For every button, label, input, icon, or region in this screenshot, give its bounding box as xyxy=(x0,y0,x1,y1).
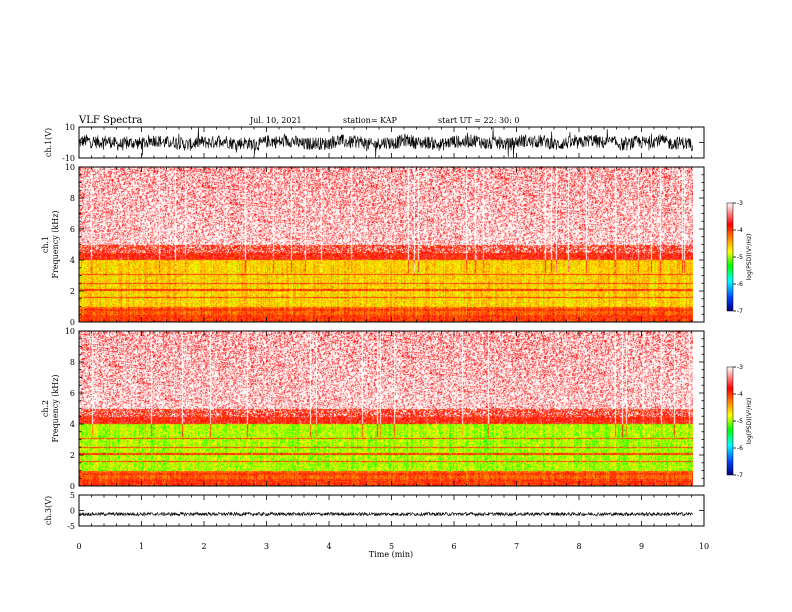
ch3-ytick-bottom: -5 xyxy=(67,522,75,531)
ch3-waveform-panel: 5 0 -5 ch.3(V) 0 1 2 3 4 5 6 7 8 9 10 Time (min) xyxy=(44,491,709,559)
ch2-colorbar-tick-label: -5 xyxy=(737,418,743,425)
chart-station: station= KAP xyxy=(343,116,398,125)
ch1-colorbar-tick-label: -4 xyxy=(737,227,743,234)
chart-start-time: start UT = 22: 30: 0 xyxy=(438,116,519,125)
time-axis-tick-labels: 0 1 2 3 4 5 6 7 8 9 10 xyxy=(76,542,709,551)
ch3-waveform-trace xyxy=(79,511,694,517)
chart-date: Jul. 10, 2021 xyxy=(249,116,302,125)
ch1-spectrogram-ylabel-frequency: Frequency (kHz) xyxy=(51,210,60,278)
ch1-colorbar-tick-label: -7 xyxy=(737,308,743,315)
ch2-colorbar-tick-label: -7 xyxy=(737,472,743,479)
ch1-colorbar-ticks: -3 -4 -5 -6 -7 xyxy=(733,200,743,315)
ch1-spectrogram-ytick-label: 0 xyxy=(70,318,75,327)
ch1-spectrogram-ylabel-channel: ch.1 xyxy=(41,236,50,253)
ch2-spectrogram-ytick-label: 10 xyxy=(65,327,75,336)
ch3-waveform-xticks xyxy=(78,494,705,527)
ch2-colorbar-ticks: -3 -4 -5 -6 -7 xyxy=(733,364,743,479)
time-axis-tick-label: 2 xyxy=(201,542,206,551)
ch1-colorbar-tick-label: -3 xyxy=(737,200,743,207)
ch1-colorbar-tick-label: -5 xyxy=(737,254,743,261)
time-axis-tick-label: 1 xyxy=(139,542,144,551)
ch1-ytick-top: 10 xyxy=(65,123,75,132)
ch2-spectrogram-ytick-label: 2 xyxy=(70,451,75,460)
ch2-spectrogram-ylabel-frequency: Frequency (kHz) xyxy=(51,374,60,442)
ch1-spectrogram-ytick-label: 10 xyxy=(65,163,75,172)
time-axis-tick-label: 6 xyxy=(451,542,456,551)
time-axis-tick-label: 5 xyxy=(389,542,394,551)
ch3-waveform-ylabel: ch.3(V) xyxy=(44,496,53,525)
ch2-spectrogram-ytick-label: 8 xyxy=(70,358,75,367)
ch2-colorbar-label: log(PSD)(V²/Hz) xyxy=(746,398,753,445)
ch2-colorbar-tick-label: -4 xyxy=(737,391,743,398)
time-axis-tick-label: 8 xyxy=(576,542,581,551)
ch1-colorbar xyxy=(726,202,734,312)
time-axis-label: Time (min) xyxy=(369,550,413,559)
ch1-waveform-trace xyxy=(79,127,694,158)
ch2-colorbar xyxy=(726,366,734,476)
ch1-spectrogram-image xyxy=(79,167,693,322)
ch2-spectrogram-ylabel-channel: ch.2 xyxy=(41,400,50,417)
time-axis-tick-label: 7 xyxy=(514,542,519,551)
ch1-waveform-panel: 10 -10 ch.1(V) xyxy=(44,123,705,163)
chart-title: VLF Spectra xyxy=(78,115,143,126)
ch1-spectrogram-ytick-label: 6 xyxy=(70,225,75,234)
ch2-spectrogram-ticks: 0 2 4 6 8 10 xyxy=(65,327,705,491)
ch1-spectrogram-ticks: 0 2 4 6 8 10 xyxy=(65,163,705,327)
ch1-spectrogram-ytick-label: 8 xyxy=(70,194,75,203)
ch1-colorbar-tick-label: -6 xyxy=(737,281,743,288)
ch2-spectrogram-ytick-label: 0 xyxy=(70,482,75,491)
ch2-colorbar-tick-label: -6 xyxy=(737,445,743,452)
ch1-spectrogram-ytick-label: 4 xyxy=(70,256,75,265)
ch1-waveform-xticks xyxy=(78,126,705,159)
ch1-waveform-ylabel: ch.1(V) xyxy=(44,128,53,157)
ch1-colorbar-label: log(PSD)(V²/Hz) xyxy=(746,234,753,281)
ch2-spectrogram-ytick-label: 4 xyxy=(70,420,75,429)
ch3-ytick-top: 5 xyxy=(70,491,75,500)
time-axis-tick-label: 0 xyxy=(76,542,81,551)
ch3-ytick-middle: 0 xyxy=(70,507,75,516)
time-axis-tick-label: 9 xyxy=(639,542,644,551)
time-axis-tick-label: 3 xyxy=(264,542,269,551)
ch2-spectrogram-ytick-label: 6 xyxy=(70,389,75,398)
ch2-colorbar-tick-label: -3 xyxy=(737,364,743,371)
ch2-spectrogram-image xyxy=(79,331,693,486)
time-axis-tick-label: 10 xyxy=(699,542,709,551)
ch1-ytick-bottom: -10 xyxy=(62,154,75,163)
ch1-spectrogram-ytick-label: 2 xyxy=(70,287,75,296)
time-axis-tick-label: 4 xyxy=(326,542,331,551)
